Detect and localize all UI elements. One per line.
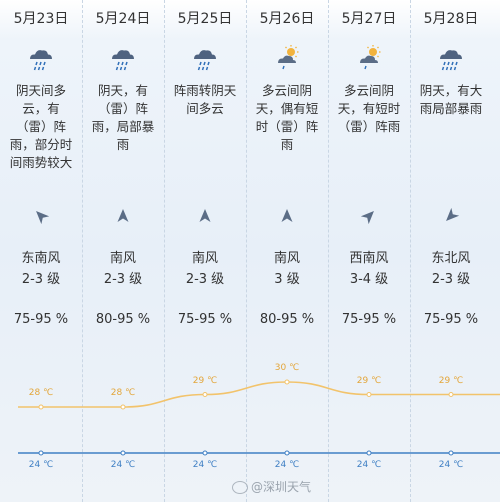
day-column: 5月25日阵雨转阴天间多云南风 2-3 级 75-95 % 29 ℃ 24 ℃ <box>164 0 246 502</box>
day-column: 5月28日阴天，有大雨局部暴雨东北风 2-3 级 75-95 % 29 ℃ 24 ℃ <box>410 0 492 502</box>
high-temperature-label: 28 ℃ <box>28 388 54 398</box>
day-date: 5月24日 <box>95 11 151 27</box>
description-line: 阵雨转阴天 <box>173 83 237 98</box>
rain-cloud-icon <box>192 44 218 72</box>
description-line: 多云间阴 <box>343 83 394 98</box>
description-line: 阴天间多 <box>15 83 66 98</box>
sun-cloud-icon <box>356 44 382 72</box>
humidity: 75-95 % <box>13 312 69 327</box>
low-temperature-label: 24 ℃ <box>192 460 218 470</box>
weibo-logo-icon <box>232 481 248 494</box>
wind-direction-arrow-icon <box>443 207 460 224</box>
weather-description: 阴天，有大雨局部暴雨 <box>413 82 489 118</box>
description-line: （雷）阵 <box>15 119 66 134</box>
low-temperature-label: 24 ℃ <box>438 460 464 470</box>
wind-direction: 南风 <box>273 251 300 266</box>
watermark: @深圳天气 <box>232 478 311 495</box>
description-line: 天，有短时 <box>337 101 401 116</box>
day-column: 5月26日多云间阴天，偶有短时（雷）阵雨南风 3 级 80-95 % 30 ℃ 24 ℃ <box>246 0 328 502</box>
description-line: 天，偶有短 <box>255 101 319 116</box>
description-line: 时（雷）阵 <box>255 119 319 134</box>
description-line: 雨 <box>116 137 130 152</box>
weather-description: 阴天，有 （雷）阵雨，局部暴雨 <box>85 82 161 154</box>
wind-level: 2-3 级 <box>103 272 143 287</box>
description-line: 雨，部分时 <box>9 137 73 152</box>
humidity: 75-95 % <box>177 312 233 327</box>
low-temperature-label: 24 ℃ <box>274 460 300 470</box>
weather-description: 阴天间多云，有 （雷）阵雨，部分时间雨势较大 <box>3 82 79 172</box>
description-line: 间多云 <box>186 101 224 116</box>
wind-level: 3-4 级 <box>349 272 389 287</box>
day-date: 5月28日 <box>423 11 479 27</box>
rain-cloud-icon <box>28 44 54 72</box>
description-line: 雨局部暴雨 <box>419 101 483 116</box>
heavy-rain-cloud-icon <box>438 44 464 72</box>
wind-direction: 南风 <box>191 251 218 266</box>
high-temperature-label: 30 ℃ <box>274 363 300 373</box>
weather-description: 多云间阴天，有短时 （雷）阵雨 <box>331 82 407 136</box>
day-date: 5月27日 <box>341 11 397 27</box>
wind-direction-arrow-icon <box>33 208 50 225</box>
humidity: 80-95 % <box>95 312 151 327</box>
day-column: 5月27日多云间阴天，有短时 （雷）阵雨西南风 3-4 级 75-95 % 29 ℃ 24… <box>328 0 410 502</box>
day-column: 5月24日阴天，有 （雷）阵雨，局部暴雨南风 2-3 级 80-95 % 28 ℃ 24 … <box>82 0 164 502</box>
high-temperature-label: 29 ℃ <box>192 375 218 386</box>
humidity: 80-95 % <box>259 312 315 327</box>
day-date: 5月26日 <box>259 11 315 27</box>
high-temperature-label: 29 ℃ <box>356 375 382 386</box>
description-line: 阴天，有大 <box>419 83 483 98</box>
high-temperature-label: 28 ℃ <box>110 388 136 398</box>
day-date: 5月23日 <box>13 11 69 27</box>
description-line: （雷）阵 <box>97 101 148 116</box>
low-temperature-label: 24 ℃ <box>110 460 136 470</box>
humidity: 75-95 % <box>341 312 397 327</box>
column-divider <box>246 0 247 502</box>
description-line: 阴天，有 <box>97 83 148 98</box>
high-temperature-label: 29 ℃ <box>438 375 464 386</box>
low-temperature-label: 24 ℃ <box>28 460 54 470</box>
wind-direction: 南风 <box>109 251 136 266</box>
column-divider <box>82 0 83 502</box>
column-divider <box>328 0 329 502</box>
weather-description: 阵雨转阴天 间多云 <box>167 82 243 118</box>
sun-cloud-icon <box>274 44 300 72</box>
wind-direction-arrow-icon <box>197 208 213 224</box>
description-line: 多云间阴 <box>261 83 312 98</box>
watermark-text: @深圳天气 <box>251 480 312 494</box>
description-line: （雷）阵雨 <box>337 119 401 134</box>
low-temperature-label: 24 ℃ <box>356 460 382 470</box>
column-divider <box>164 0 165 502</box>
day-date: 5月25日 <box>177 11 233 27</box>
weather-description: 多云间阴天，偶有短时（雷）阵雨 <box>249 82 325 154</box>
description-line: 雨 <box>280 137 294 152</box>
wind-direction: 东北风 <box>431 251 471 266</box>
description-line: 云，有 <box>22 101 60 116</box>
day-column: 5月23日阴天间多云，有 （雷）阵雨，部分时间雨势较大东南风 2-3 级 75-95 … <box>0 0 82 502</box>
wind-direction-arrow-icon <box>115 208 131 224</box>
column-divider <box>410 0 411 502</box>
wind-direction-arrow-icon <box>360 208 377 225</box>
humidity: 75-95 % <box>423 312 479 327</box>
wind-level: 3 级 <box>274 272 300 287</box>
wind-level: 2-3 级 <box>431 272 471 287</box>
rain-cloud-icon <box>110 44 136 72</box>
description-line: 间雨势较大 <box>9 155 73 170</box>
wind-direction: 西南风 <box>349 251 389 266</box>
wind-direction-arrow-icon <box>279 208 295 224</box>
wind-level: 2-3 级 <box>185 272 225 287</box>
wind-level: 2-3 级 <box>21 272 61 287</box>
wind-direction: 东南风 <box>21 251 61 266</box>
description-line: 雨，局部暴 <box>91 119 155 134</box>
